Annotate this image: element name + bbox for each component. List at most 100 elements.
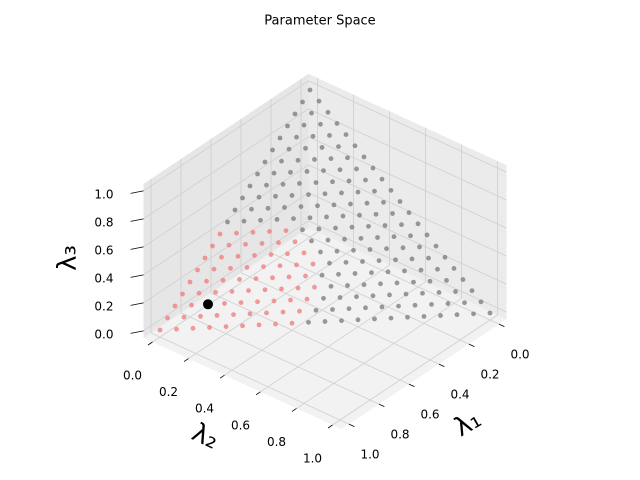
data-point [240, 323, 245, 329]
z-tick-label: 1.0 [94, 187, 113, 201]
data-point [298, 204, 304, 210]
data-point [288, 169, 293, 175]
data-point [405, 314, 410, 320]
data-point [354, 294, 359, 300]
data-point [295, 285, 301, 291]
data-point [280, 309, 286, 315]
data-point [195, 267, 200, 273]
data-point [214, 313, 220, 318]
data-point [256, 322, 262, 328]
data-point [324, 214, 329, 220]
data-point [217, 231, 223, 237]
grid-line [143, 108, 309, 220]
x-axis-label: λ₁ [449, 404, 486, 443]
x-tick-label: 0.4 [450, 388, 469, 402]
data-point [325, 237, 331, 243]
data-point [198, 313, 203, 319]
data-point [289, 320, 295, 326]
data-point [321, 168, 326, 174]
data-point [250, 229, 256, 235]
z-tick-label: 0.0 [94, 327, 113, 341]
data-point [292, 239, 298, 245]
data-point [478, 299, 484, 305]
data-point [303, 273, 308, 279]
data-point [289, 193, 295, 198]
data-point [345, 283, 350, 288]
data-point [241, 218, 247, 224]
tick-mark [130, 274, 144, 278]
data-point [265, 205, 271, 211]
data-point [244, 265, 250, 270]
data-point [376, 258, 382, 264]
pane [308, 73, 507, 320]
y-tick-label: 0.0 [123, 369, 142, 383]
data-point [264, 182, 269, 188]
data-point [402, 268, 407, 274]
data-point [225, 219, 230, 225]
data-point [307, 87, 313, 93]
data-point [355, 189, 361, 195]
data-point [358, 235, 364, 241]
data-point [274, 217, 280, 222]
pane [143, 227, 507, 430]
tick-mark [147, 341, 153, 346]
data-point [285, 123, 290, 129]
data-point [306, 192, 311, 198]
tick-mark [498, 323, 505, 328]
data-point [340, 213, 346, 219]
data-point [420, 290, 425, 296]
data-point [373, 211, 379, 217]
data-point [357, 212, 362, 218]
data-point [204, 278, 209, 284]
grid-line [332, 314, 498, 426]
data-point [319, 145, 325, 150]
grid-line [143, 80, 309, 192]
data-point [307, 215, 313, 221]
data-point [271, 170, 277, 176]
data-point [336, 144, 341, 150]
data-point [436, 290, 442, 295]
grid-line [143, 220, 309, 332]
data-point [361, 154, 367, 160]
tick-mark [130, 246, 144, 250]
data-point [306, 319, 311, 325]
data-point [277, 263, 283, 269]
data-point [460, 277, 466, 282]
data-point [258, 217, 263, 223]
data-point [267, 229, 272, 234]
data-point [331, 202, 337, 208]
grid-line [308, 108, 507, 201]
data-point [327, 133, 332, 138]
data-point [247, 183, 253, 189]
tick-mark [255, 391, 261, 396]
y-axis-label: λ₂ [187, 417, 223, 455]
data-point [253, 276, 259, 281]
z-tick-label: 0.8 [94, 215, 113, 229]
data-point [262, 159, 268, 165]
tick-mark [130, 190, 144, 194]
grid-line [152, 231, 318, 343]
data-point [328, 156, 334, 162]
grid-line [296, 298, 462, 409]
data-point [411, 279, 416, 285]
data-point [363, 177, 368, 183]
data-point [370, 293, 376, 299]
data-point [273, 321, 278, 327]
data-point [424, 232, 430, 238]
data-point [261, 264, 266, 269]
data-point [388, 315, 394, 321]
data-point [300, 227, 305, 233]
data-point [280, 181, 286, 187]
data-point [247, 311, 253, 317]
data-point [300, 99, 305, 105]
grid-line [308, 164, 507, 257]
z-axis-label: λ₃ [53, 245, 83, 271]
data-point [255, 299, 260, 305]
tick-mark [468, 343, 475, 348]
data-point [279, 286, 284, 292]
data-point [330, 179, 335, 185]
data-point [322, 319, 328, 324]
x-tick-label: 1.0 [360, 448, 379, 462]
data-point [292, 111, 298, 117]
tick-mark [291, 408, 297, 412]
